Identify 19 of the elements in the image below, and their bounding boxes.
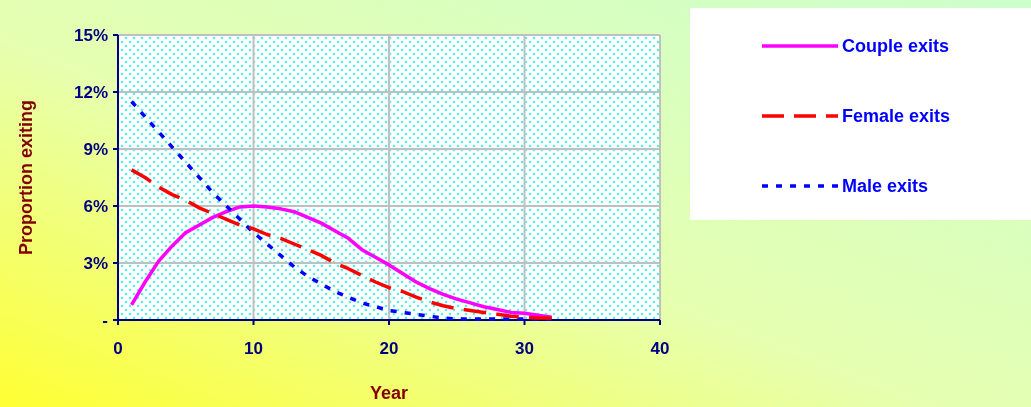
- line-series: [129, 168, 554, 320]
- legend-label: Female exits: [842, 106, 951, 127]
- x-axis-title: Year: [369, 383, 409, 403]
- y-tick-label: 3%: [83, 253, 108, 273]
- y-tick-label: 6%: [83, 196, 108, 216]
- x-tick-label: 10: [244, 339, 263, 358]
- line-series: [129, 99, 554, 321]
- y-tick-label: 15%: [73, 25, 108, 45]
- y-tick-label: 12%: [73, 82, 108, 102]
- legend-label: Couple exits: [842, 36, 950, 57]
- x-tick-label: 40: [650, 339, 670, 358]
- y-tick-label: -: [102, 310, 108, 330]
- legend-label: Male exits: [842, 176, 929, 197]
- x-tick-label: 20: [379, 339, 399, 358]
- x-tick-label: 0: [113, 339, 123, 358]
- y-tick-label: 9%: [83, 139, 108, 159]
- y-axis-title: Proportion exiting: [16, 100, 36, 255]
- x-tick-label: 30: [515, 339, 534, 358]
- line-series: [129, 204, 554, 319]
